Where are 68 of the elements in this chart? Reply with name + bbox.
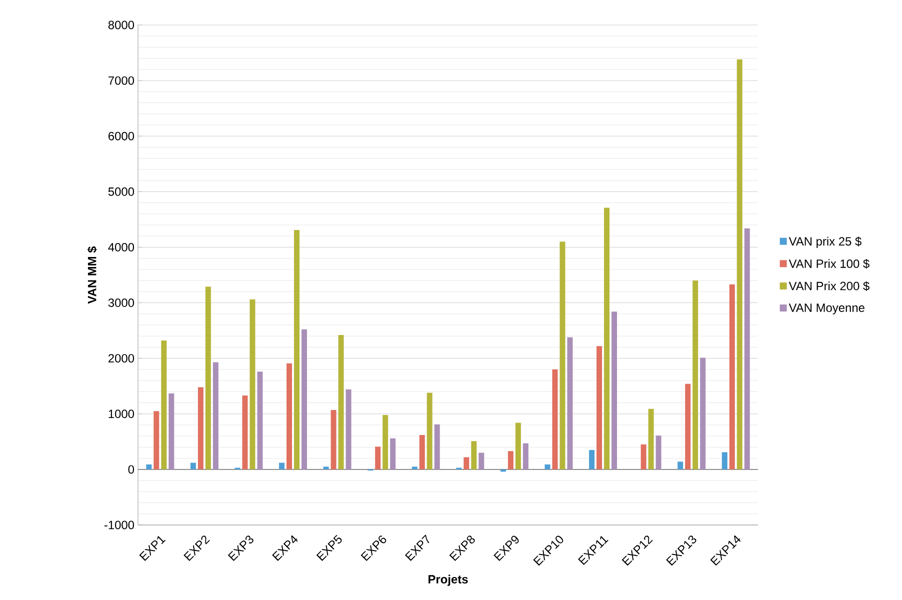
bar: [515, 422, 521, 470]
bar: [161, 340, 167, 470]
bar: [508, 451, 514, 470]
bar: [279, 462, 285, 470]
bar: [257, 372, 263, 470]
bar: [434, 424, 440, 470]
bar: [700, 358, 706, 470]
bar: [692, 280, 698, 470]
bar: [736, 59, 742, 470]
bar: [323, 466, 329, 470]
bar: [390, 438, 396, 470]
bar: [382, 414, 388, 470]
y-tick-label: 2000: [108, 354, 134, 363]
y-tick-label: 6000: [108, 132, 134, 140]
x-axis-title: Projets: [428, 574, 468, 586]
bar: [678, 462, 684, 470]
bar: [729, 284, 735, 470]
bar: [522, 443, 528, 470]
bar: [250, 299, 256, 470]
bar: [567, 337, 573, 470]
bar: [375, 446, 381, 470]
bar: [168, 393, 174, 470]
bar: [419, 434, 425, 470]
bar: [544, 464, 550, 470]
bar: [205, 286, 211, 470]
bar: [612, 312, 617, 470]
legend-label: VAN Prix 200 $: [788, 281, 870, 291]
y-tick-label: 5000: [108, 187, 134, 196]
bar: [552, 369, 558, 470]
y-tick-label: 1000: [108, 410, 134, 418]
bar: [640, 444, 646, 470]
bar: [744, 228, 750, 470]
y-tick-label: 4000: [108, 242, 134, 252]
legend-label: VAN Prix 100 $: [788, 258, 870, 269]
legend-label: VAN Moyenne: [788, 304, 864, 314]
bar: [212, 362, 218, 470]
bar: [330, 410, 336, 470]
bar: [412, 466, 418, 470]
bar: [294, 230, 300, 470]
bar: [154, 411, 160, 470]
bar: [146, 464, 152, 470]
bar: [242, 396, 248, 470]
y-tick-label: -1000: [104, 520, 134, 530]
bar: [464, 457, 470, 470]
bar: [286, 363, 292, 470]
bar: [604, 208, 610, 470]
bar: [648, 408, 654, 470]
y-axis-title: VAN MM $: [87, 246, 98, 304]
y-tick-label: 7000: [108, 76, 134, 85]
bar: [596, 346, 602, 470]
bar: [560, 242, 566, 470]
bar: [426, 392, 432, 470]
bar: [198, 387, 204, 470]
y-tick-label: 8000: [108, 20, 134, 30]
bar: [685, 384, 691, 470]
y-tick-label: 0: [128, 465, 134, 474]
bar: [338, 334, 344, 470]
bar: [500, 469, 506, 472]
bar: [722, 452, 728, 470]
bar: [471, 441, 477, 470]
bar: [589, 450, 595, 470]
bar: [190, 462, 196, 470]
bar: [478, 452, 484, 470]
bar: [346, 389, 352, 470]
y-tick-label: 3000: [108, 298, 134, 307]
bar: [302, 329, 307, 470]
legend-label: VAN prix 25 $: [788, 236, 862, 248]
bar: [656, 436, 662, 470]
